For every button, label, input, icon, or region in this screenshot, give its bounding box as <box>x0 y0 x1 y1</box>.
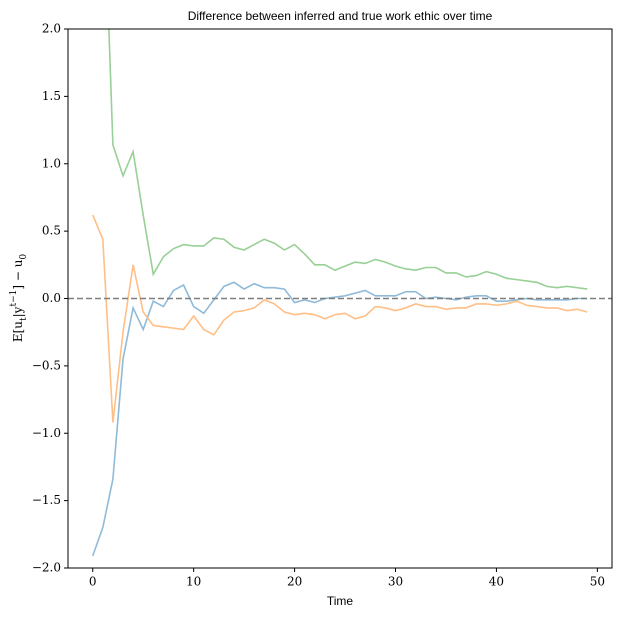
x-tick-label: 0 <box>89 575 97 589</box>
data-line <box>91 214 588 423</box>
x-tick-label: 20 <box>287 575 302 589</box>
plot-area <box>91 29 588 557</box>
y-axis-label: E[ut|yt−1] − u0 <box>9 254 29 343</box>
y-tick-label: −1.0 <box>32 426 61 440</box>
x-axis-label: Time <box>327 594 354 608</box>
y-label-part: 0 <box>19 254 29 260</box>
y-tick-label: −0.5 <box>32 358 61 372</box>
x-tick-label: 10 <box>186 575 201 589</box>
data-line <box>108 29 588 290</box>
data-line <box>91 281 588 557</box>
y-tick-label: −1.5 <box>32 493 61 507</box>
y-tick-label: 0.0 <box>42 291 61 305</box>
y-tick-label: −2.0 <box>32 561 61 575</box>
x-tick-label: 40 <box>489 575 504 589</box>
y-tick-label: 1.5 <box>42 89 61 103</box>
x-tick-label: 50 <box>590 575 605 589</box>
y-label-part: E[u <box>11 321 25 342</box>
y-tick-label: 0.5 <box>42 224 61 238</box>
x-tick-label: 30 <box>388 575 403 589</box>
y-tick-label: 1.0 <box>42 156 61 170</box>
y-label-part: |y <box>11 306 25 317</box>
y-label-part: ] − u <box>11 259 25 289</box>
y-label-part: t <box>19 317 29 321</box>
y-label-part: t−1 <box>9 290 19 307</box>
chart-title: Difference between inferred and true wor… <box>188 9 493 23</box>
y-tick-label: 2.0 <box>42 22 61 36</box>
axes-frame <box>67 28 613 569</box>
